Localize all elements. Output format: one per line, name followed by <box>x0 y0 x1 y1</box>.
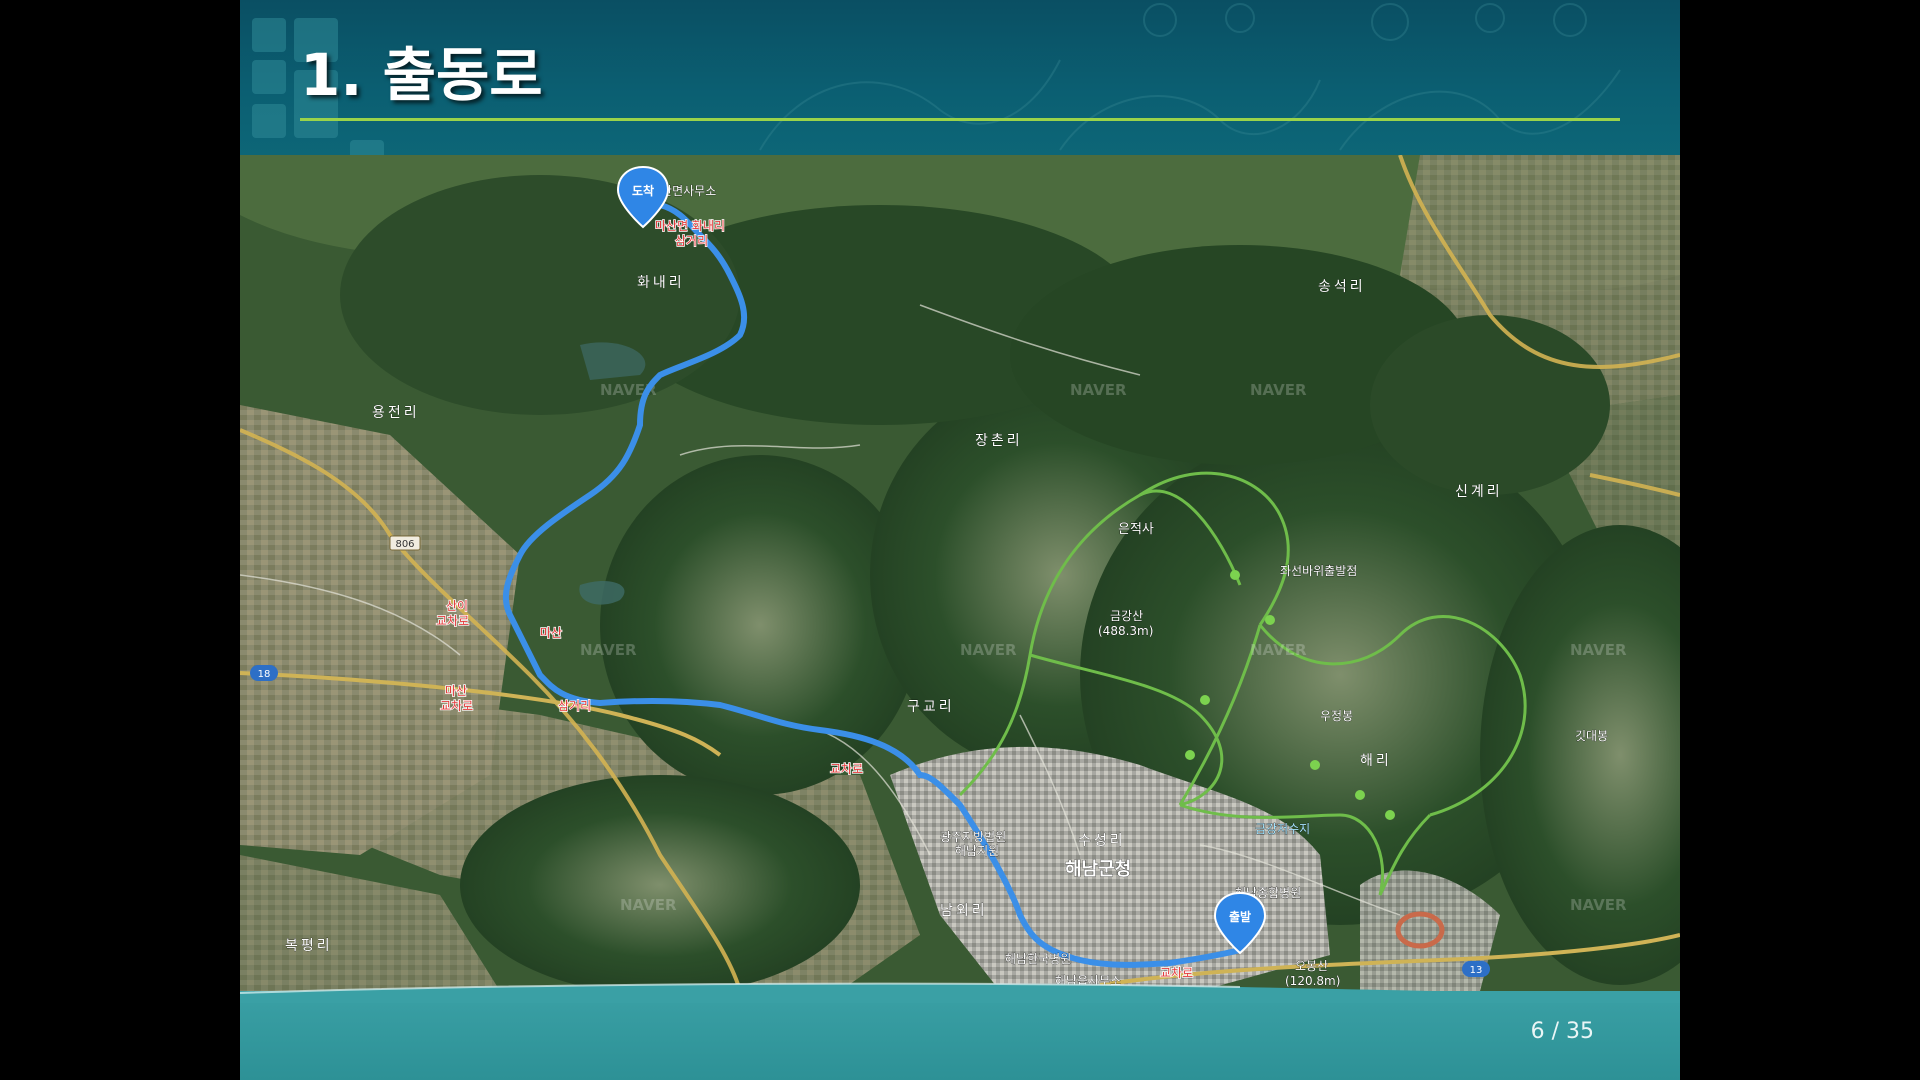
watermark: NAVER <box>1250 641 1307 659</box>
svg-text:806: 806 <box>395 539 414 550</box>
slide-title: 1. 출동로 <box>300 41 543 109</box>
hospital-label: 해남한국병원 <box>1005 952 1071 966</box>
place-label: 송석리 <box>1318 279 1366 295</box>
place-label: 해남지원 <box>955 844 999 858</box>
intersection-label: 교차로 <box>830 762 863 776</box>
temple-label: 은적사 <box>1118 522 1154 537</box>
place-label: 용전리 <box>372 405 420 421</box>
reservoir-label: 금강저수지 <box>1255 822 1310 836</box>
road-13 <box>1099 933 1680 987</box>
road-shield-806: 806 <box>389 535 421 551</box>
emergency-route <box>502 187 1243 968</box>
watermark: NAVER <box>1570 641 1627 659</box>
intersection-label: 마산면 화내리 <box>655 219 725 233</box>
road-shield-13: 13 <box>1462 961 1490 977</box>
route-map[interactable]: NAVER NAVER NAVER NAVER NAVER NAVER NAVE… <box>240 155 1680 991</box>
intersection-label: 삼거리 <box>558 699 591 713</box>
place-label: 수성리 <box>1078 833 1126 849</box>
watermark: NAVER <box>1250 381 1307 399</box>
place-label: 신계리 <box>1455 484 1503 500</box>
hiking-trails <box>958 471 1527 896</box>
start-marker[interactable]: 출발 <box>1213 891 1267 955</box>
intersection-label: 마산 <box>445 684 467 698</box>
intersection-label: 산이 <box>446 599 468 613</box>
peak-elevation: (120.8m) <box>1285 974 1340 988</box>
mountain-west <box>600 455 920 795</box>
place-label: 화내리 <box>637 275 685 291</box>
footer-wave <box>240 982 1680 1003</box>
place-label: 장촌리 <box>975 433 1023 449</box>
road-18 <box>240 671 722 757</box>
slide-header: 1. 출동로 <box>240 0 1680 155</box>
peak-label: 금강산 <box>1110 609 1143 623</box>
intersection-label: 교차로 <box>1160 966 1193 980</box>
intersection-label: 교차로 <box>440 699 473 713</box>
road-shield-18: 18 <box>250 665 278 681</box>
county-office-label: 해남군청 <box>1065 859 1131 880</box>
slide: 1. 출동로 <box>240 0 1680 1080</box>
watermark: NAVER <box>1070 381 1127 399</box>
intersection-label: 마산 <box>540 626 562 640</box>
svg-text:18: 18 <box>258 669 271 680</box>
watermark: NAVER <box>960 641 1017 659</box>
peak-label: 우정봉 <box>1320 709 1353 723</box>
watermark: NAVER <box>580 641 637 659</box>
svg-text:13: 13 <box>1470 965 1483 976</box>
map-canvas: NAVER NAVER NAVER NAVER NAVER NAVER NAVE… <box>240 155 1680 991</box>
intersection-label: 교차로 <box>436 614 469 628</box>
place-label: 구교리 <box>907 699 955 715</box>
title-underline <box>300 118 1620 121</box>
slide-footer: 6 / 35 <box>240 982 1680 1080</box>
peak-label: 깃대봉 <box>1575 729 1608 743</box>
end-marker[interactable]: 도착 <box>616 165 670 229</box>
start-marker-label: 출발 <box>1229 909 1251 924</box>
watermark: NAVER <box>620 896 677 914</box>
watermark: NAVER <box>1570 896 1627 914</box>
place-label: 광주지방법원 <box>940 830 1006 844</box>
peak-label: 오봉산 <box>1295 959 1328 973</box>
place-label: 해리 <box>1360 753 1392 769</box>
trailhead-label: 좌선바위출발점 <box>1280 564 1357 578</box>
intersection-label: 삼거리 <box>675 234 708 248</box>
peak-elevation: (488.3m) <box>1098 624 1153 638</box>
page-number: 6 / 35 <box>1530 1019 1594 1044</box>
place-label: 복평리 <box>285 938 333 954</box>
place-label: 남외리 <box>940 903 988 919</box>
end-marker-label: 도착 <box>632 183 654 198</box>
